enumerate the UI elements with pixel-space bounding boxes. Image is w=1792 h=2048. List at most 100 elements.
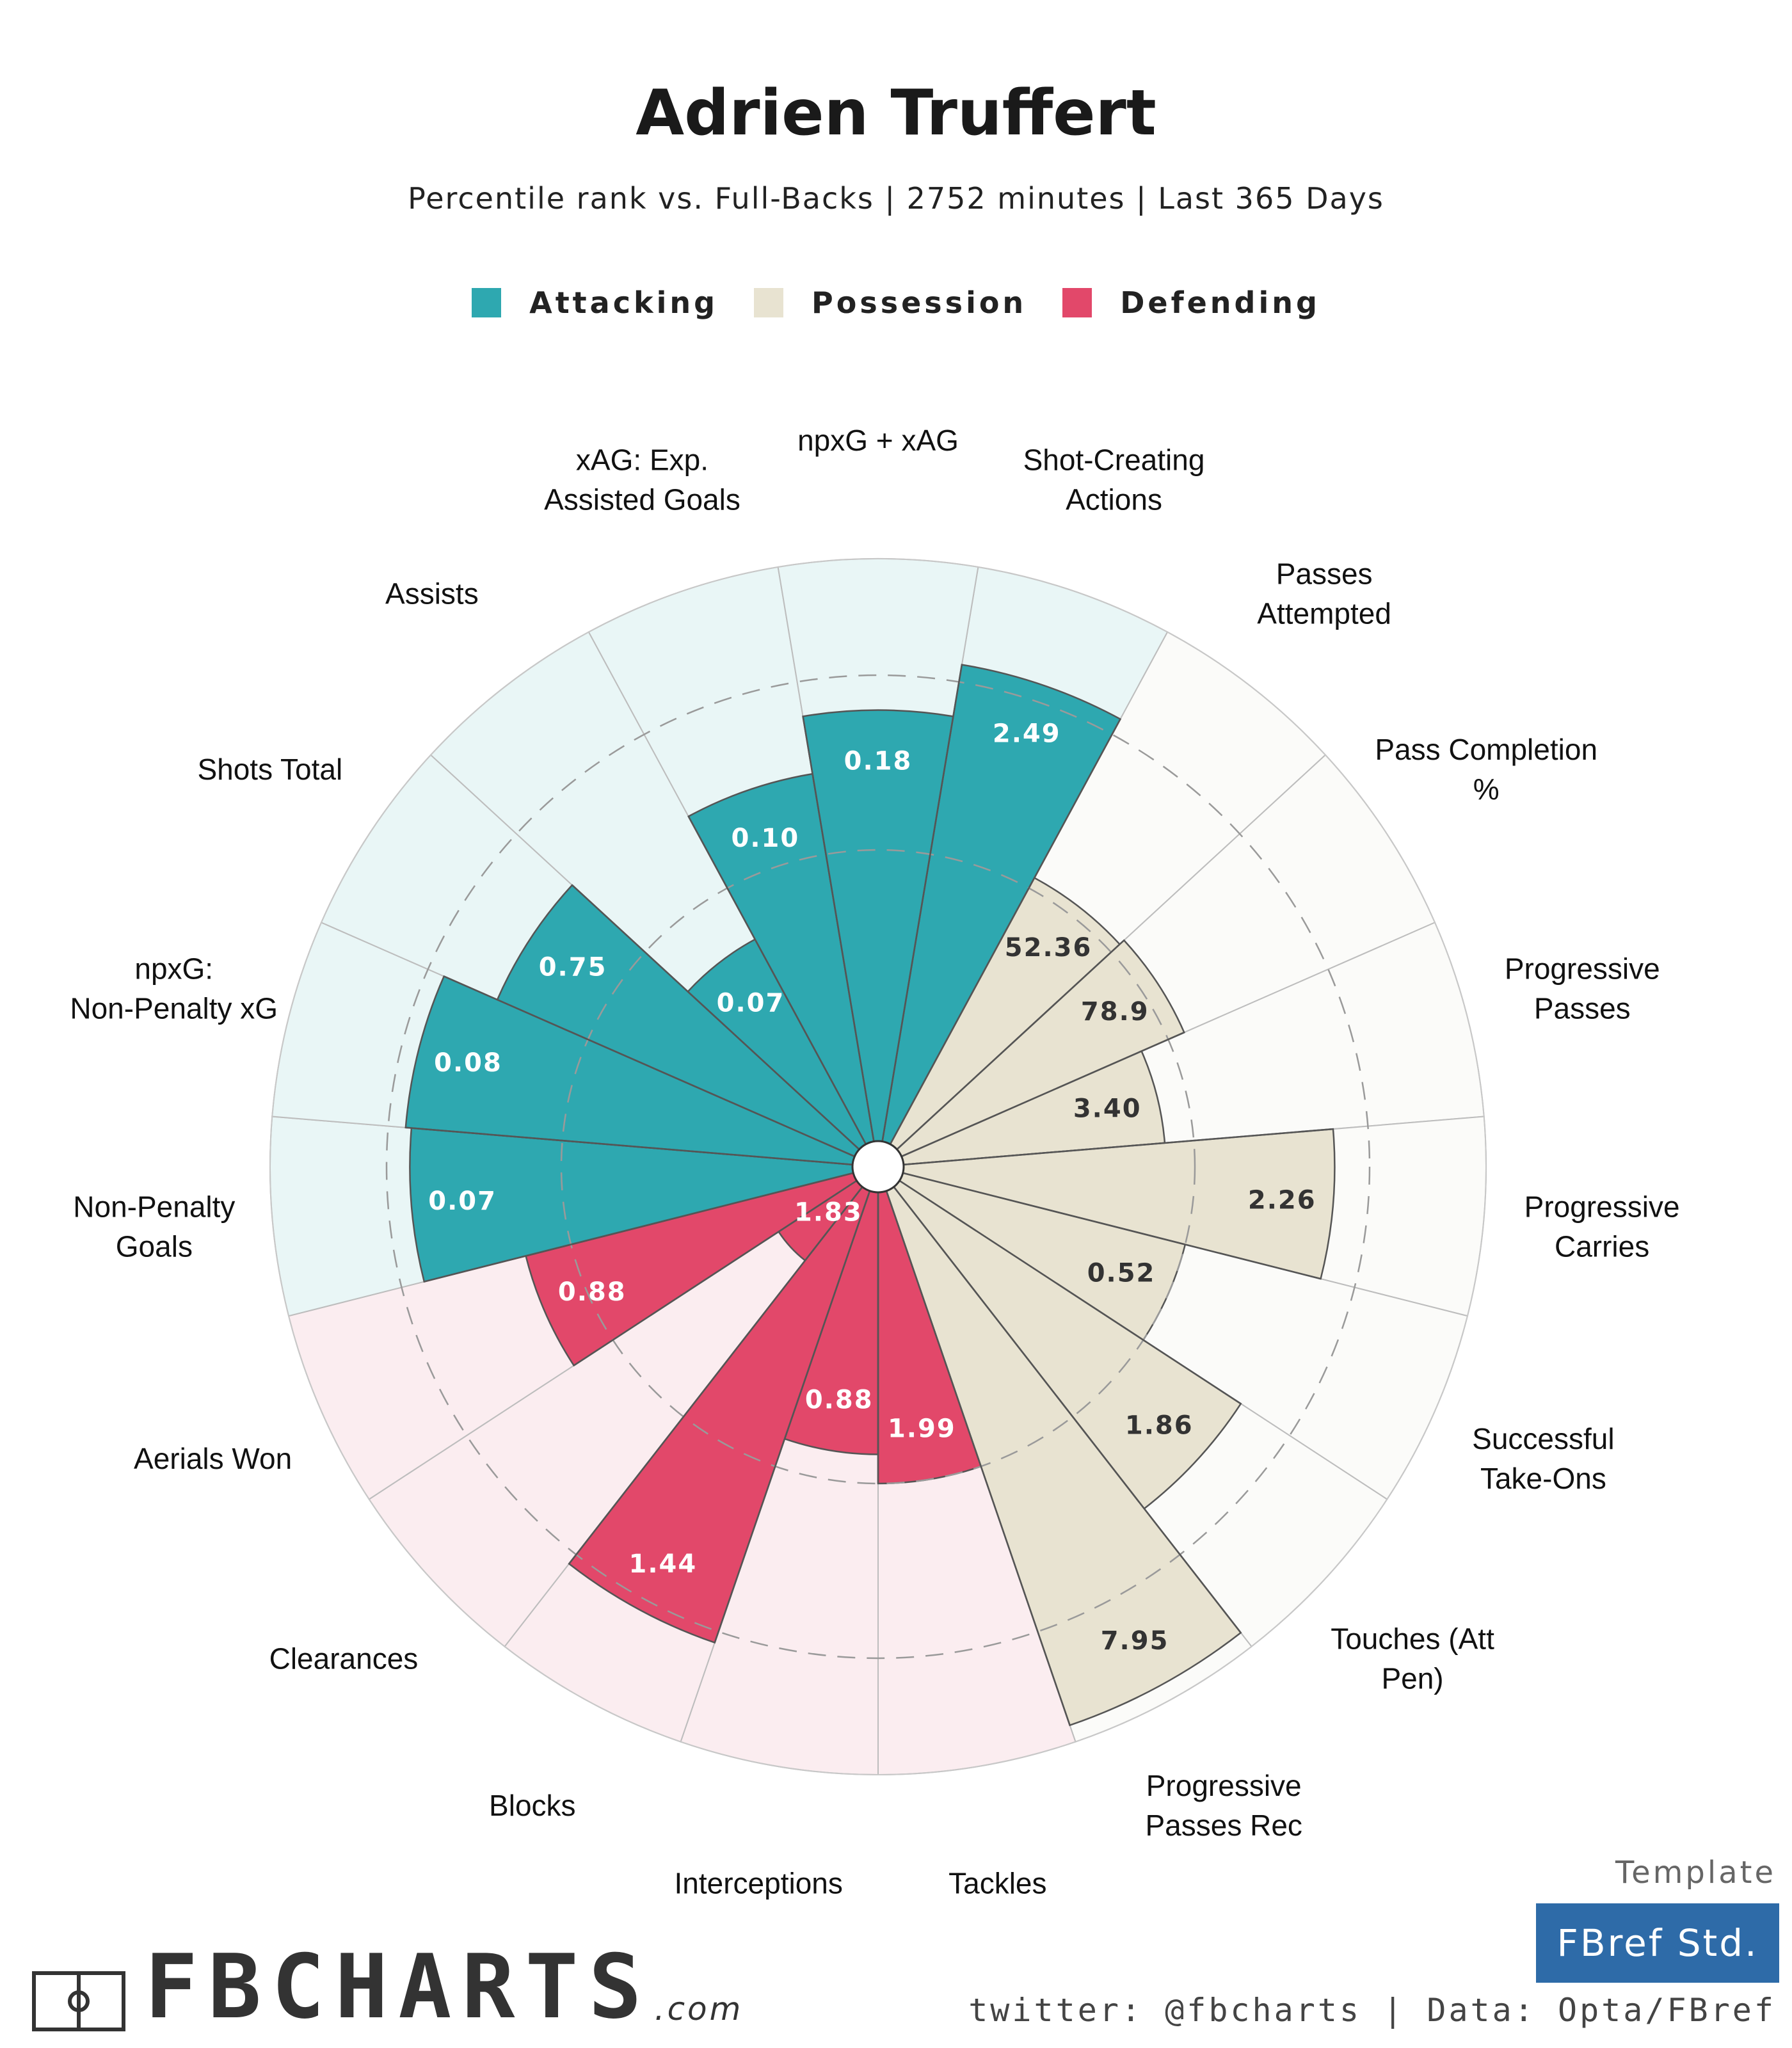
category-label-line: Attempted: [1257, 596, 1391, 630]
legend-item-attacking: Attacking: [472, 285, 718, 320]
bar-separator: [802, 716, 875, 1142]
category-label-line: npxG + xAG: [797, 424, 959, 457]
value-label: 0.10: [732, 824, 800, 853]
category-label: Touches (Att Pen): [1331, 1622, 1494, 1695]
category-label-line: Carries: [1555, 1230, 1649, 1263]
category-label: Assists: [385, 577, 479, 610]
category-label-line: Successful: [1472, 1422, 1614, 1455]
value-label: 7.95: [1101, 1626, 1169, 1656]
legend-swatch-attacking: [472, 288, 502, 317]
bar-separator: [573, 1180, 858, 1366]
category-label-line: Blocks: [489, 1789, 575, 1822]
category-label-line: Passes Rec: [1145, 1809, 1302, 1842]
category-label-line: Progressive: [1524, 1190, 1680, 1224]
category-label: Tackles: [948, 1867, 1046, 1900]
bar-separator: [568, 1186, 863, 1565]
value-label: 78.9: [1081, 997, 1149, 1027]
legend-label-possession: Possession: [812, 285, 1027, 320]
category-label: Interceptions: [674, 1867, 842, 1900]
template-badge: FBref Std.: [1536, 1903, 1779, 1983]
category-label-line: Aerials Won: [134, 1442, 292, 1475]
legend-swatch-possession: [754, 288, 784, 317]
category-label: Aerials Won: [134, 1442, 292, 1475]
pitch-icon: [32, 1971, 125, 2031]
category-label-line: Actions: [1066, 483, 1162, 516]
fbcharts-logo: FBCHARTS .com: [32, 1943, 743, 2031]
category-label-line: Pen): [1381, 1662, 1443, 1695]
category-label-line: Non-Penalty xG: [70, 991, 278, 1025]
bar-separator: [903, 1128, 1334, 1165]
value-label: 0.88: [558, 1277, 627, 1307]
category-label: Pass Completion%: [1375, 733, 1597, 806]
bar-separator: [687, 816, 867, 1145]
category-label-line: Assists: [385, 577, 479, 610]
bar-separator: [881, 664, 963, 1142]
category-label: Progressive Passes Rec: [1145, 1769, 1302, 1842]
category-label-line: Non-Penalty: [73, 1190, 235, 1224]
bar-separator: [893, 1186, 1242, 1633]
category-label: Blocks: [489, 1789, 575, 1822]
bar-separator: [424, 1172, 854, 1283]
bar-separator: [405, 1126, 853, 1165]
value-labels: 2.49 52.36 78.9 3.40 2.26 0.52 1.86 7.95 1.99 0.8…: [428, 719, 1316, 1656]
category-label: Progressive Carries: [1524, 1190, 1680, 1263]
value-label: 0.52: [1087, 1259, 1156, 1288]
bar-separator: [901, 1032, 1185, 1158]
category-label-line: Passes: [1276, 557, 1373, 590]
value-label: 0.18: [844, 747, 913, 776]
gridline-circle: [560, 849, 1196, 1485]
value-label: 1.99: [888, 1414, 956, 1443]
category-label-line: Shot-Creating: [1023, 443, 1205, 476]
chart-title: Adrien Truffert: [636, 77, 1156, 150]
bars: [404, 664, 1336, 1727]
category-label-line: Pass Completion: [1375, 733, 1597, 766]
legend-swatch-defending: [1062, 288, 1092, 317]
value-label: 0.07: [428, 1187, 497, 1216]
category-label-line: Take-Ons: [1480, 1462, 1606, 1495]
value-label: 0.88: [805, 1385, 874, 1414]
bar-separator: [889, 718, 1121, 1145]
category-label-line: %: [1473, 772, 1500, 806]
category-label: Progressive Passes: [1505, 952, 1660, 1025]
category-label: Passes Attempted: [1257, 557, 1391, 630]
bar-separator: [896, 940, 1125, 1150]
gridline-circle: [385, 674, 1371, 1660]
value-label: 0.75: [539, 952, 607, 982]
chart-subtitle: Percentile rank vs. Full-Backs | 2752 mi…: [408, 181, 1384, 216]
logo-sub: .com: [654, 1990, 744, 2028]
category-label: npxG: Non-Penalty xG: [70, 952, 278, 1025]
category-label-line: Touches (Att: [1331, 1622, 1494, 1656]
category-label-line: Clearances: [269, 1642, 419, 1676]
category-label-line: xAG: Exp.: [576, 443, 708, 476]
category-label-line: Passes: [1534, 991, 1631, 1025]
category-label-line: Tackles: [948, 1867, 1046, 1900]
category-label: Clearances: [269, 1642, 419, 1676]
outer-ring: [269, 558, 1487, 1775]
logo-text: FBCHARTS: [145, 1935, 652, 2038]
value-label: 2.49: [993, 719, 1061, 748]
value-label: 0.08: [434, 1048, 502, 1078]
bar-separator: [572, 884, 860, 1150]
value-label: 1.44: [629, 1549, 698, 1579]
category-label-line: Progressive: [1505, 952, 1660, 985]
category-label-line: npxG:: [134, 952, 213, 985]
bar-separator: [714, 1190, 871, 1644]
bar-separator: [899, 1180, 1242, 1405]
template-label: Template: [1615, 1855, 1776, 1891]
category-label: Shots Total: [197, 753, 342, 786]
category-label: Shot-Creating Actions: [1023, 443, 1205, 516]
credit-line: twitter: @fbcharts | Data: Opta/FBref: [968, 1992, 1776, 2029]
category-labels: Shot-Creating Actions Passes Attempted Pass …: [70, 424, 1679, 1900]
value-label: 2.26: [1248, 1185, 1316, 1215]
bar-separator: [885, 1190, 1071, 1726]
category-label: npxG + xAG: [797, 424, 959, 457]
bar-separator: [444, 975, 855, 1158]
legend-label-attacking: Attacking: [529, 285, 719, 320]
category-label: Successful Take-Ons: [1472, 1422, 1614, 1495]
center-hole: [851, 1140, 905, 1194]
value-label: 0.07: [717, 988, 785, 1018]
gridlines: [385, 674, 1371, 1660]
category-label-line: Interceptions: [674, 1867, 842, 1900]
category-label: Non-Penalty Goals: [73, 1190, 235, 1263]
category-label-line: Progressive: [1146, 1769, 1302, 1802]
